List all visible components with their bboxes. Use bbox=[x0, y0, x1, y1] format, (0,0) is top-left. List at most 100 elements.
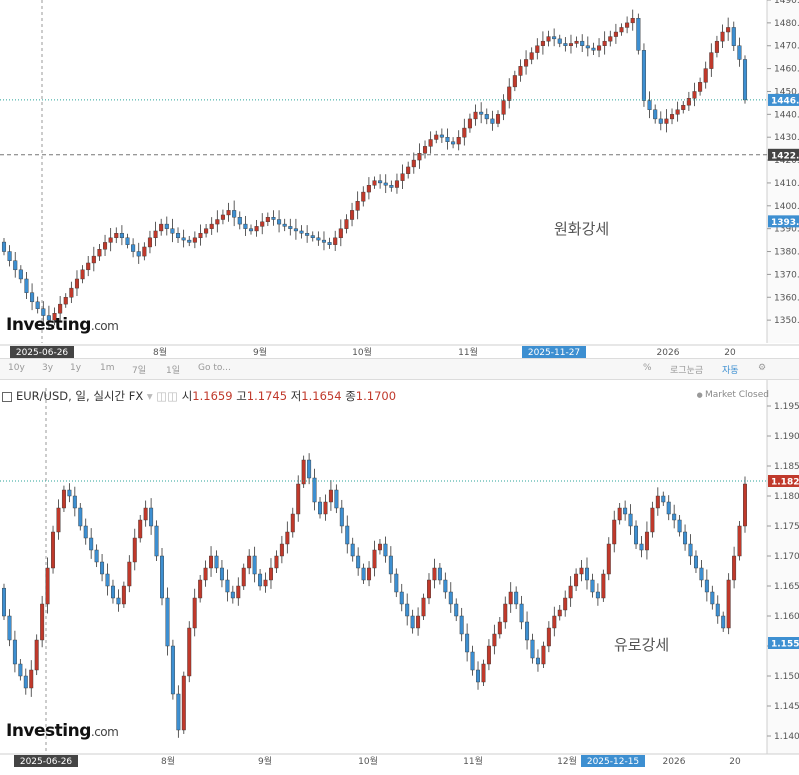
candle bbox=[305, 233, 310, 236]
candle bbox=[590, 579, 595, 593]
candle bbox=[338, 228, 343, 239]
x-tick-label: 2025-11-27 bbox=[528, 348, 580, 358]
candle bbox=[613, 31, 618, 37]
candle bbox=[40, 603, 45, 641]
candle bbox=[394, 180, 399, 188]
candle bbox=[492, 633, 497, 647]
candle bbox=[507, 86, 512, 101]
candle bbox=[56, 507, 61, 533]
candle bbox=[726, 579, 731, 629]
y-tick-label: 1.175 bbox=[774, 522, 799, 532]
range-10y-button[interactable]: 10y bbox=[8, 363, 25, 373]
candle bbox=[462, 127, 467, 138]
price-tag-label: 1422. bbox=[771, 151, 799, 161]
candle bbox=[602, 40, 607, 46]
candle bbox=[677, 519, 682, 533]
y-tick-label: 1480.0 bbox=[774, 19, 799, 29]
price-tag bbox=[768, 215, 799, 228]
candle bbox=[639, 543, 644, 551]
candle bbox=[328, 489, 333, 503]
candle bbox=[658, 118, 663, 124]
range-7d-button[interactable]: 7일 bbox=[132, 366, 147, 376]
log-scale-toggle[interactable]: 로그눈금 bbox=[670, 366, 704, 376]
candle bbox=[650, 507, 655, 533]
candle bbox=[254, 226, 259, 232]
candle bbox=[737, 45, 742, 60]
candle bbox=[726, 27, 731, 33]
candle bbox=[686, 98, 691, 106]
candle bbox=[215, 219, 220, 225]
candle bbox=[655, 495, 660, 509]
candle bbox=[100, 561, 105, 575]
dropdown-icon[interactable]: ▾ ◫◫ bbox=[143, 389, 182, 403]
candle bbox=[110, 585, 115, 599]
candle bbox=[51, 531, 56, 569]
candle bbox=[372, 180, 377, 186]
candle bbox=[209, 555, 214, 569]
candle bbox=[248, 228, 254, 232]
candle bbox=[400, 173, 405, 181]
x-tick-label: 8월 bbox=[153, 346, 167, 358]
candle bbox=[12, 639, 17, 665]
goto-button[interactable]: Go to... bbox=[198, 363, 231, 373]
candle bbox=[108, 237, 113, 243]
candle bbox=[661, 495, 666, 503]
candle bbox=[557, 609, 562, 617]
candle bbox=[187, 627, 192, 677]
range-1d-button[interactable]: 1일 bbox=[166, 366, 181, 376]
price-tag-label: 1446.3 bbox=[771, 96, 799, 106]
candle bbox=[557, 38, 562, 44]
candle bbox=[737, 525, 742, 557]
candle bbox=[568, 585, 573, 599]
high-value: 1.1745 bbox=[246, 389, 288, 403]
candle bbox=[237, 217, 242, 225]
candle bbox=[24, 278, 29, 293]
auto-scale-toggle[interactable]: 자동 bbox=[722, 366, 739, 376]
candle bbox=[318, 501, 322, 515]
candle bbox=[114, 233, 119, 239]
x-label-highlight bbox=[14, 755, 78, 767]
x-tick-label: 10월 bbox=[352, 346, 372, 358]
candle bbox=[508, 591, 513, 605]
candle bbox=[209, 223, 214, 229]
range-1y-button[interactable]: 1y bbox=[70, 363, 82, 373]
candle bbox=[243, 223, 248, 229]
y-tick-label: 1.145 bbox=[774, 702, 799, 712]
candle bbox=[636, 18, 641, 51]
price-tag-label: 1.155 bbox=[771, 640, 799, 650]
candle bbox=[86, 262, 91, 271]
candle bbox=[192, 237, 197, 243]
range-3y-button[interactable]: 3y bbox=[42, 363, 54, 373]
candle bbox=[97, 249, 102, 257]
candle bbox=[742, 59, 748, 101]
candle bbox=[574, 573, 579, 587]
candle bbox=[606, 543, 611, 575]
x-tick-label: 20 bbox=[729, 757, 741, 767]
candle bbox=[666, 501, 671, 515]
candle bbox=[119, 233, 124, 239]
settings-icon[interactable]: ⚙ bbox=[758, 363, 767, 373]
collapse-icon[interactable] bbox=[2, 391, 12, 402]
percent-toggle[interactable]: % bbox=[643, 363, 652, 373]
candle bbox=[490, 118, 495, 124]
x-tick-label: 9월 bbox=[253, 346, 267, 358]
x-tick-label: 20 bbox=[724, 348, 736, 358]
price-tag bbox=[768, 93, 799, 106]
x-label-highlight bbox=[581, 755, 645, 767]
candle bbox=[704, 579, 709, 593]
range-1m-button[interactable]: 1m bbox=[100, 363, 115, 373]
candle bbox=[269, 567, 273, 581]
candle bbox=[153, 230, 158, 239]
candle bbox=[69, 287, 74, 298]
x-tick-label: 11월 bbox=[463, 755, 483, 767]
candle bbox=[316, 237, 321, 241]
candle bbox=[612, 519, 617, 545]
candle bbox=[80, 269, 85, 280]
candle bbox=[454, 603, 459, 617]
candle bbox=[226, 210, 231, 216]
chart-annotation: 유로강세 bbox=[614, 636, 670, 654]
candle bbox=[198, 579, 203, 599]
candle bbox=[241, 567, 246, 587]
candle bbox=[497, 621, 502, 635]
y-tick-label: 1470.0 bbox=[774, 42, 799, 52]
